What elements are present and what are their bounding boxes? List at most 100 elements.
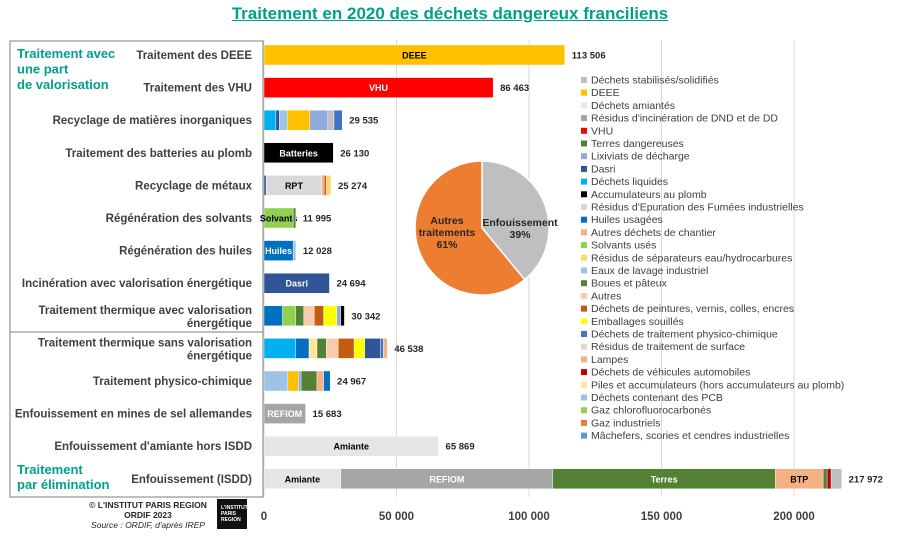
copyright-text: © L'INSTITUT PARIS REGION — [89, 500, 207, 510]
category-label: Enfouissement en mines de sel allemandes — [15, 409, 252, 421]
legend-swatch — [581, 343, 587, 350]
bar-segment-label: Dasri — [285, 279, 308, 289]
legend-item: Déchets de traitement physico-chimique — [581, 329, 778, 341]
group-title-elimination-line: Traitement — [17, 462, 83, 477]
bar-row-0: DEEE 113 506 — [263, 44, 606, 66]
bar-segment-label: DEEE — [402, 51, 427, 61]
source-text: Source : ORDIF, d'après IREP — [91, 520, 205, 530]
pie-slice — [414, 160, 526, 296]
legend-item: VHU — [581, 125, 613, 137]
bar-segment-label: Terres — [651, 474, 678, 484]
bar-segment — [295, 305, 304, 326]
legend-item: Accumulateurs au plomb — [581, 189, 707, 201]
bar-row-8: 30 342 — [263, 305, 380, 326]
legend-swatch — [581, 407, 587, 414]
bar-segment-label: REFIOM — [267, 409, 302, 419]
bar-segment-label: RPT — [285, 181, 304, 191]
bar-segment — [292, 240, 297, 261]
bar-segment — [325, 175, 332, 196]
category-label: Incinération avec valorisation énergétiq… — [22, 278, 252, 290]
legend-item: Autres — [581, 290, 621, 302]
bar-segment — [298, 370, 302, 392]
logo-text-line: PARIS — [221, 511, 236, 517]
bar-row-3: Batteries 26 130 — [263, 142, 369, 164]
institut-logo: L'INSTITUT PARIS REGION — [217, 499, 248, 529]
pie-slice — [481, 160, 550, 281]
x-tick-label: 100 000 — [508, 511, 550, 523]
bar-total-label: 30 342 — [351, 311, 380, 322]
bar-segment — [263, 370, 289, 392]
bar-segment — [309, 109, 329, 131]
bar-total-label: 29 535 — [349, 116, 379, 127]
legend-swatch — [581, 331, 587, 337]
bar-segment — [327, 109, 335, 131]
chart-title: Traitement en 2020 des déchets dangereux… — [231, 4, 669, 23]
legend-item: Déchets contenant des PCB — [581, 392, 723, 404]
legend-item: Piles et accumulateurs (hors accumulateu… — [581, 379, 844, 391]
bar-segment — [263, 44, 565, 66]
legend-item: Déchets stabilisés/solidifiés — [581, 75, 719, 87]
bar-row-11: REFIOM 15 683 — [263, 403, 342, 424]
bar-segment-label: VHU — [369, 83, 388, 93]
bar-segment — [326, 338, 339, 359]
bar-segment — [263, 77, 494, 98]
legend-swatch — [581, 178, 587, 185]
legend-swatch — [581, 369, 587, 376]
bar-segment — [279, 109, 288, 131]
bar-total-label: 113 506 — [572, 51, 606, 62]
bar-total-label: 46 538 — [394, 344, 423, 355]
bar-segment — [263, 109, 277, 131]
category-label: Traitement thermique avec valorisation — [39, 305, 252, 317]
legend-item: Lixiviats de décharge — [581, 151, 690, 163]
category-label: Enfouissement (ISDD) — [131, 474, 252, 486]
legend-swatch — [581, 242, 587, 249]
legend-item: Boues et pâteux — [581, 278, 668, 290]
legend-item: Déchets liquides — [581, 176, 668, 188]
bar-segment — [380, 338, 384, 359]
group-title-elimination-line: par élimination — [17, 477, 110, 492]
legend-swatch — [581, 216, 587, 223]
pie-slice-label: Autres — [430, 215, 463, 227]
bar-segment — [826, 468, 832, 489]
bar-segment-label: Solvants — [260, 214, 298, 224]
bar-segment — [323, 370, 331, 392]
bar-segment — [263, 175, 267, 196]
bar-total-label: 26 130 — [340, 148, 369, 159]
bar-segment — [300, 370, 318, 392]
legend-swatch — [581, 191, 587, 198]
category-label: énergétique — [187, 350, 252, 362]
legend-swatch — [581, 229, 587, 236]
x-axis: 0 50 000 100 000 150 000 200 000 — [261, 511, 815, 523]
category-label: Régénération des huiles — [119, 246, 252, 258]
legend-item: Déchets de peintures, vernis, colles, en… — [581, 303, 794, 315]
bar-segment — [282, 305, 296, 326]
legend-label: Boues et pâteux — [591, 278, 668, 290]
bar-total-label: 11 995 — [303, 214, 332, 225]
legend-swatch — [581, 115, 587, 122]
bar-segment — [340, 305, 345, 326]
x-tick-label: 0 — [261, 511, 267, 523]
bar-segment — [263, 403, 306, 424]
legend-label: Déchets de traitement physico-chimique — [591, 329, 778, 341]
legend-label: Déchets liquides — [591, 176, 668, 188]
group-box-elimination — [9, 331, 264, 498]
legend-swatch — [581, 305, 587, 312]
bar-segment — [314, 305, 324, 326]
bar-row-12: Amiante 65 869 — [263, 436, 475, 457]
bar-segment — [321, 175, 325, 196]
legend-item: Emballages souillés — [581, 316, 684, 328]
pie-slice-label: Enfouissement — [482, 217, 558, 229]
legend-item: Mâchefers, scories et cendres industriel… — [581, 430, 789, 442]
footer: © L'INSTITUT PARIS REGION ORDIF 2023 Sou… — [82, 500, 214, 530]
bar-segment — [303, 305, 315, 326]
legend-label: DEEE — [591, 87, 620, 99]
category-label: Traitement des batteries au plomb — [65, 148, 252, 160]
org-text: ORDIF 2023 — [124, 510, 172, 520]
category-label: Régénération des solvants — [106, 213, 252, 225]
legend-label: Dasri — [591, 163, 616, 175]
bar-segment — [338, 338, 355, 359]
group-title-valorisation-line: de valorisation — [17, 77, 109, 92]
legend-swatch — [581, 394, 587, 401]
